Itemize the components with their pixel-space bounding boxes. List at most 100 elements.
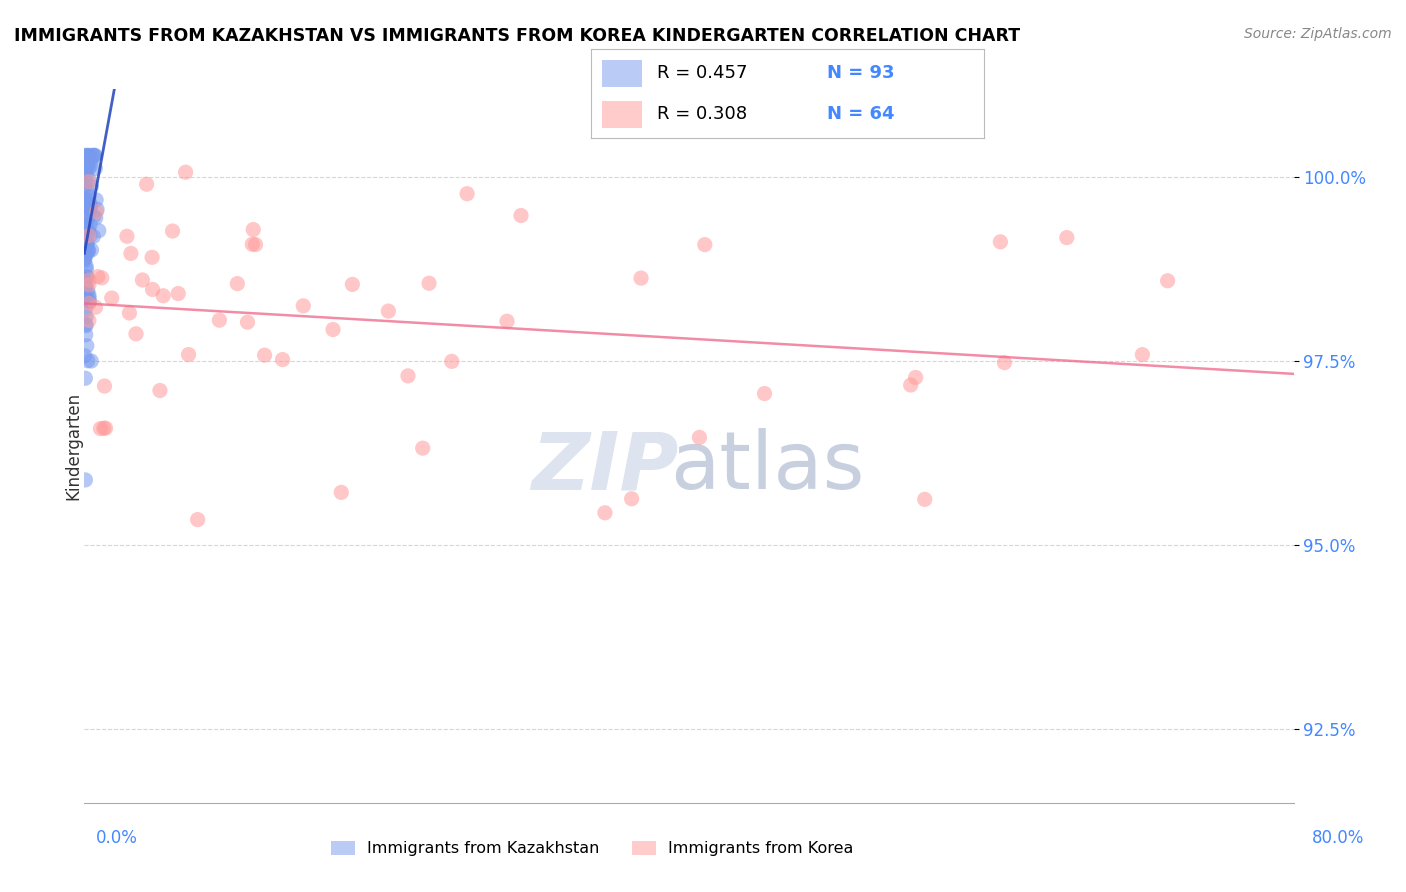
Point (174, 165, 197, 179)
Point (593, 506, 616, 520)
Point (187, 513, 209, 527)
Point (342, 277, 364, 292)
Point (79, 174, 101, 188)
Point (75, 278, 97, 293)
Point (73, 287, 96, 301)
Point (79, 197, 101, 211)
Point (292, 299, 315, 313)
Point (77, 222, 100, 236)
Point (77, 243, 100, 257)
Point (79, 228, 101, 243)
Point (76, 183, 98, 197)
Point (76, 158, 98, 172)
Text: 0.0%: 0.0% (96, 829, 138, 847)
Point (115, 229, 138, 244)
Point (77, 277, 100, 292)
Point (79, 153, 101, 168)
Text: R = 0.308: R = 0.308 (658, 105, 748, 123)
Point (76, 222, 98, 236)
Point (152, 289, 174, 303)
Point (90, 271, 112, 285)
Point (330, 485, 353, 500)
Point (73, 164, 96, 178)
Point (79, 159, 101, 173)
Point (226, 277, 249, 291)
Point (418, 277, 440, 291)
Text: 80.0%: 80.0% (1312, 829, 1364, 847)
Point (77, 228, 100, 243)
Point (77, 175, 100, 189)
Point (94, 421, 117, 435)
Point (242, 222, 264, 236)
Point (79, 202, 101, 217)
Point (75, 150, 97, 164)
Point (76, 150, 98, 164)
Point (396, 368, 419, 383)
Point (76, 293, 98, 307)
Point (76, 246, 98, 260)
Point (76, 196, 98, 211)
Text: N = 93: N = 93 (827, 64, 894, 82)
Point (141, 283, 163, 297)
Point (77, 161, 100, 176)
FancyBboxPatch shape (602, 101, 641, 128)
Point (76, 339, 98, 353)
Point (75, 473, 97, 487)
Point (1056, 230, 1078, 244)
Point (79, 294, 101, 309)
Point (412, 441, 434, 455)
Point (77, 189, 100, 203)
Point (75, 310, 97, 324)
Point (73, 251, 96, 265)
Point (440, 354, 463, 368)
Point (77, 148, 100, 162)
Point (75, 240, 97, 254)
Text: IMMIGRANTS FROM KAZAKHSTAN VS IMMIGRANTS FROM KOREA KINDERGARTEN CORRELATION CHA: IMMIGRANTS FROM KAZAKHSTAN VS IMMIGRANTS… (14, 27, 1021, 45)
Point (84, 161, 107, 176)
Point (900, 378, 922, 392)
Point (76, 269, 98, 284)
Point (73, 219, 96, 234)
Point (82, 148, 104, 162)
Point (76, 150, 98, 164)
Point (73, 253, 96, 268)
Point (75, 193, 97, 207)
Point (125, 326, 148, 341)
Point (754, 386, 776, 401)
Point (510, 209, 533, 223)
Point (93, 379, 115, 393)
Point (1132, 348, 1154, 362)
Point (118, 306, 141, 320)
Point (84, 148, 107, 162)
Point (93, 421, 115, 435)
Text: N = 64: N = 64 (827, 105, 894, 123)
Point (76, 211, 98, 226)
Point (377, 304, 399, 318)
Point (135, 178, 157, 192)
Point (76, 223, 98, 237)
Point (77, 244, 100, 258)
Point (77, 291, 100, 305)
Point (75, 174, 97, 188)
Point (120, 246, 142, 260)
Point (75, 302, 97, 317)
Legend: Immigrants from Kazakhstan, Immigrants from Korea: Immigrants from Kazakhstan, Immigrants f… (325, 834, 860, 863)
Point (73, 252, 96, 266)
Point (914, 492, 936, 507)
Point (84, 193, 107, 207)
Point (75, 211, 97, 225)
Point (208, 313, 231, 327)
Point (76, 209, 98, 223)
Point (80, 243, 103, 257)
Point (79, 219, 101, 233)
Point (73, 349, 96, 363)
Point (76, 194, 98, 209)
Point (75, 196, 97, 211)
Point (322, 322, 344, 336)
Point (75, 371, 97, 385)
Point (77, 287, 100, 301)
Point (77, 296, 100, 310)
Point (76, 236, 98, 251)
Point (75, 200, 97, 214)
Point (75, 270, 97, 285)
